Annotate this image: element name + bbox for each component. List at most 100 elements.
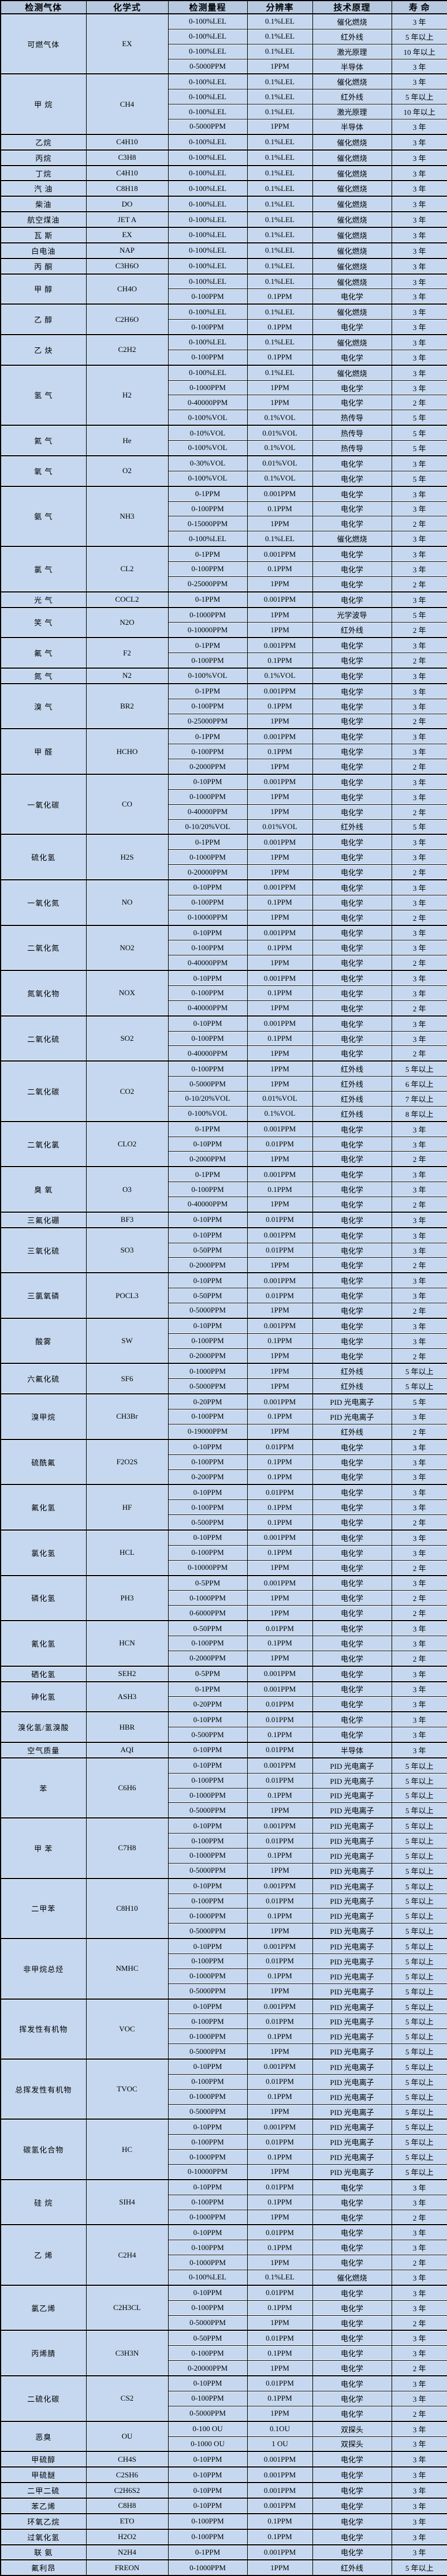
principle-cell: PID 光电离子 [312,1998,392,2015]
principle-cell: 催化燃烧 [312,257,392,275]
lifespan-cell: 5 年 [391,606,447,623]
lifespan-cell: 3 年 [391,319,447,335]
resolution-cell: 0.1%LEL [247,2270,313,2286]
range-cell: 0-40000PPM [167,804,248,820]
lifespan-cell: 3 年 [391,2224,447,2241]
principle-cell: 电化学 [312,773,392,790]
lifespan-cell: 6 年以上 [391,1076,447,1092]
range-cell: 0-10PPM [167,2058,248,2075]
range-cell: 0-1PPM [167,728,248,745]
lifespan-cell: 3 年 [391,531,447,547]
gas-name-cell: 溴化氢/氢溴酸 [0,1711,87,1743]
range-cell: 0-19000PPM [167,1423,248,1440]
table-row: 硒化氢 SEH2 0-5PPM 0.001PPM 电化学 3 年 [0,1665,447,1682]
range-cell: 0-20PPM [167,1696,248,1712]
table-row: 0-1000PPM 0.1PPM PID 光电离子 5 年以上 [1,1787,447,1803]
lifespan-cell: 5 年 [391,819,447,835]
resolution-cell: 1PPM [247,58,313,74]
range-cell: 0-10PPM [167,970,248,987]
resolution-cell: 1PPM [247,2405,313,2422]
formula-cell: C2H2 [85,334,169,366]
lifespan-cell: 5 年以上 [391,1802,447,1818]
principle-cell: PID 光电离子 [312,2088,392,2105]
formula-cell: PH3 [85,1574,169,1621]
resolution-cell: 1PPM [247,1348,313,1364]
principle-cell: 电化学 [312,2345,392,2361]
principle-cell: 电化学 [312,1438,392,1455]
range-cell: 0-20000PPM [167,864,248,880]
lifespan-cell: 3 年 [391,1166,447,1183]
resolution-cell: 0.001PPM [247,2482,313,2499]
table-row: 丙 酮 C3H6O 0-100%LEL 0.1%LEL 催化燃烧 3 年 [0,257,447,275]
gas-name-cell: 二硫化碳 [0,2375,87,2422]
table-row: 氨 气 NH3 0-1PPM 0.001PPM 电化学 3 年 [0,485,447,547]
gas-name-cell: 瓦 斯 [0,227,87,243]
range-cell: 0-1000PPM [167,606,248,623]
lifespan-cell: 3 年 [391,789,447,805]
principle-cell: 催化燃烧 [312,273,392,290]
formula-cell: C4H10 [85,164,169,181]
lifespan-cell: 3 年 [391,211,447,228]
gas-name-cell: 氯乙烯 [0,2284,87,2331]
principle-cell: 双探头 [312,2436,392,2452]
principle-cell: 激光原理 [312,43,392,59]
range-cell: 0-100PPM [167,653,248,669]
gas-table-body: 可燃气体 EX 0-100%LEL 0.1%LEL 催化燃烧 3 年 0-100%LEL 0.… [0,13,447,2576]
lifespan-cell: 3 年 [391,728,447,745]
principle-cell: 电化学 [312,879,392,895]
resolution-cell: 0.01PPM [247,1953,313,1969]
range-cell: 0-10PPM [167,1817,248,1834]
range-cell: 0-1000PPM [167,380,248,396]
lifespan-cell: 3 年 [391,334,447,350]
range-cell: 0-10PPM [167,1438,248,1455]
range-cell: 0-100%LEL [167,73,248,90]
table-row: 甲硫醚 C2SH6 0-10PPM 0.001PPM 电化学 3 年 [0,2466,447,2483]
formula-cell: SIH4 [85,2178,169,2225]
gas-name-cell: 三氯氧磷 [0,1272,87,1319]
lifespan-cell: 2 年 [391,2405,447,2422]
resolution-cell: 0.01%VOL [247,819,313,835]
resolution-cell: 1PPM [247,395,313,411]
range-cell: 0-10000PPM [167,1559,248,1576]
resolution-cell: 0.1%LEL [247,149,313,166]
resolution-cell: 0.1PPM [247,2513,313,2530]
range-cell: 0-10PPM [167,1877,248,1894]
resolution-cell: 1PPM [247,1923,313,1939]
lifespan-cell: 3 年 [391,970,447,987]
lifespan-cell: 3 年 [391,698,447,714]
table-row: 环氧乙烷 ETO 0-100PPM 0.1PPM 电化学 3 年 [0,2513,447,2530]
table-row: 0-40000PPM 1PPM 电化学 2 年 [1,1045,447,1062]
principle-cell: 电化学 [312,1272,392,1289]
formula-cell: FREON [85,2559,169,2576]
lifespan-cell: 2 年 [391,1514,447,1531]
table-row: 氰化氢 HCN 0-50PPM 0.01PPM 电化学 3 年 [0,1620,447,1667]
range-cell: 0-1000PPM [167,2149,248,2165]
resolution-cell: 0.01PPM [247,1741,313,1758]
gas-name-cell: 硒化氢 [0,1665,87,1682]
resolution-cell: 0.1PPM [247,1469,313,1485]
gas-name-cell: 砷化氢 [0,1681,87,1712]
principle-cell: 电化学 [312,1166,392,1183]
resolution-cell: 0.01PPM [247,2073,313,2090]
lifespan-cell: 3 年 [391,501,447,517]
table-row: 0-100PPM 0.01PPM PID 光电离子 5 年以上 [1,1772,447,1788]
resolution-cell: 0.1%VOL [247,667,313,684]
gas-name-cell: 恶臭 [0,2420,87,2452]
principle-cell: 电化学 [312,2451,392,2468]
table-row: 0-100PPM 0.1PPM 电化学 3 年 [1,2345,447,2361]
formula-cell: O2 [85,455,169,487]
principle-cell: 电化学 [312,1559,392,1576]
resolution-cell: 1PPM [247,1605,313,1621]
range-cell: 0-1PPM [167,485,248,502]
formula-cell: C2H3CL [85,2284,169,2331]
gas-name-cell: 六氟化硫 [0,1363,87,1394]
range-cell: 0-100PPM [167,288,248,305]
range-cell: 0-1000PPM [167,2028,248,2045]
lifespan-cell: 2 年 [391,713,447,729]
table-row: 汽 油 C8H18 0-100%LEL 0.1%LEL 催化燃烧 3 年 [0,180,447,197]
gas-name-cell: 二氧化氮 [0,924,87,971]
range-cell: 0-100%VOL [167,410,248,426]
range-cell: 0-10PPM [167,1227,248,1243]
principle-cell: 催化燃烧 [312,2270,392,2286]
formula-cell: OU [85,2420,169,2452]
